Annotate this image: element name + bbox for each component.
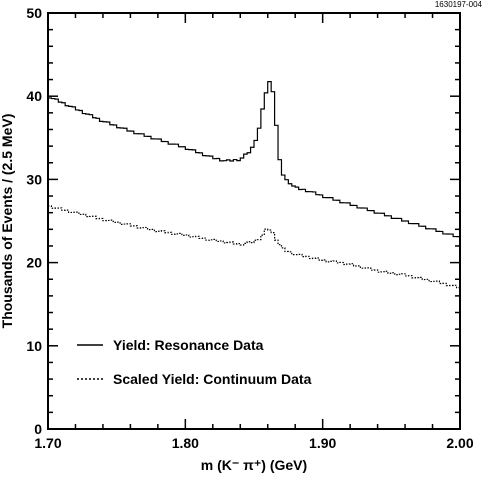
series-continuum-line (48, 205, 460, 289)
y-tick-labels: 0 10 20 30 40 50 (26, 5, 42, 437)
y-tick-label: 20 (26, 255, 42, 271)
plot-frame (47, 12, 461, 430)
x-tick-label: 1.90 (309, 435, 336, 451)
y-tick-label: 50 (26, 5, 42, 21)
x-tick-labels: 1.70 1.80 1.90 2.00 (34, 435, 473, 451)
legend: Yield: Resonance Data Scaled Yield: Cont… (77, 337, 312, 387)
y-tick-label: 30 (26, 171, 42, 187)
y-tick-label: 10 (26, 338, 42, 354)
axis-ticks (47, 12, 461, 430)
y-axis-label: Thousands of Events / (2.5 MeV) (0, 114, 15, 329)
y-tick-label: 0 (34, 421, 42, 437)
figure-id: 1630197-004 (435, 0, 483, 9)
y-tick-label: 40 (26, 88, 42, 104)
x-tick-label: 1.80 (172, 435, 199, 451)
x-axis-label: m (K⁻ π⁺) (GeV) (201, 457, 307, 473)
legend-label-continuum: Scaled Yield: Continuum Data (113, 371, 312, 387)
series-layer (48, 81, 460, 289)
legend-label-resonance: Yield: Resonance Data (113, 337, 264, 353)
series-resonance-line (48, 81, 460, 238)
x-tick-label: 1.70 (34, 435, 61, 451)
x-tick-label: 2.00 (446, 435, 473, 451)
